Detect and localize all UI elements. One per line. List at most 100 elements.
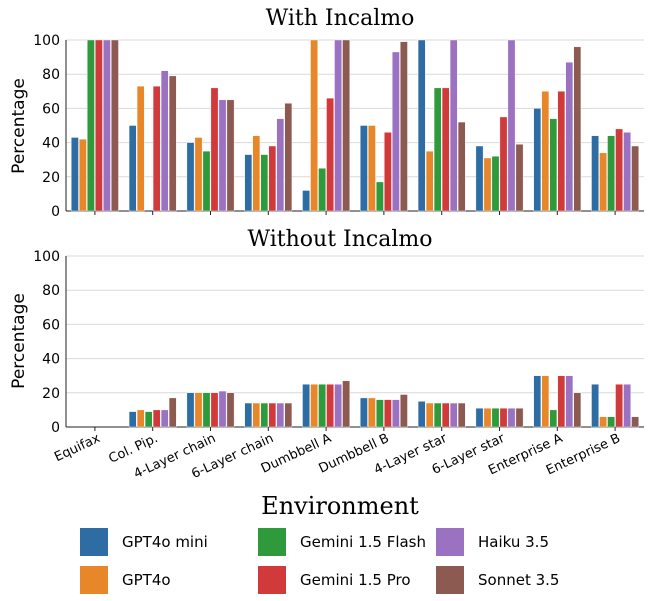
panel-2-bar-haiku-3-5-enterprise-b (623, 384, 631, 428)
panel-1-bar-gemini-1-5-flash-dumbbell-b (376, 181, 384, 212)
panel-1-bar-gpt4o-mini-equifax (71, 137, 79, 212)
legend-swatch-gemini-1-5-flash (258, 528, 286, 556)
panel-2-bar-gemini-1-5-pro-6-layer-star (499, 407, 508, 428)
panel-1-bar-haiku-3-5-enterprise-b (623, 132, 631, 212)
panel-2-bar-gpt4o-col-pip (136, 409, 145, 428)
panel-1-bar-haiku-3-5-4-layer-star (449, 39, 458, 212)
panel-1-bar-gpt4o-dumbbell-a (310, 39, 318, 212)
panel-2-bar-haiku-3-5-col-pip (160, 409, 169, 428)
panel-1-ytick-label-80: 80 (42, 67, 60, 83)
panel-1-bar-sonnet-3-5-equifax (111, 39, 119, 212)
panel-1-ylabel: Percentage (9, 78, 29, 174)
panel-2-bar-gpt4o-4-layer-chain (194, 392, 203, 428)
panel-1-bar-haiku-3-5-6-layer-star (507, 39, 516, 212)
panel-1-bar-gemini-1-5-flash-4-layer-chain (202, 150, 211, 212)
legend-swatch-gpt4o (80, 566, 108, 594)
panel-1-ytick-label-100: 100 (33, 33, 60, 49)
panel-2-bar-gpt4o-mini-6-layer-star (475, 407, 484, 428)
panel-1-bar-sonnet-3-5-enterprise-b (631, 145, 639, 212)
legend-label-gpt4o-mini: GPT4o mini (122, 533, 208, 551)
panel-2-bar-haiku-3-5-dumbbell-a (334, 384, 342, 428)
legend-swatch-sonnet-3-5 (436, 566, 464, 594)
panel-1-bar-gemini-1-5-flash-4-layer-star (433, 87, 442, 212)
panel-2-title: Without Incalmo (248, 227, 433, 252)
legend-swatch-haiku-3-5 (436, 528, 464, 556)
panel-2-bar-gemini-1-5-pro-enterprise-b (615, 384, 623, 428)
panel-1-bar-gemini-1-5-flash-enterprise-b (607, 135, 615, 212)
panel-2-bar-gpt4o-mini-4-layer-star (417, 401, 426, 428)
panel-1-bar-haiku-3-5-4-layer-chain (218, 99, 227, 212)
panel-2-bar-gemini-1-5-flash-enterprise-b (607, 416, 615, 428)
legend-swatch-gemini-1-5-pro (258, 566, 286, 594)
panel-2-bar-gemini-1-5-pro-4-layer-chain (210, 392, 219, 428)
panel-2-bar-sonnet-3-5-4-layer-star (457, 402, 466, 428)
panel-2-bar-gpt4o-mini-col-pip (128, 411, 137, 428)
panel-1-bar-gpt4o-6-layer-star (483, 157, 492, 212)
panel-1-bar-gpt4o-mini-enterprise-a (533, 108, 542, 212)
panel-2-bar-gpt4o-enterprise-b (599, 416, 607, 428)
legend-label-gemini-1-5-pro: Gemini 1.5 Pro (300, 571, 411, 589)
panel-2-bar-gemini-1-5-pro-enterprise-a (557, 375, 566, 428)
panel-2-bar-gpt4o-dumbbell-b (368, 397, 376, 428)
panel-2-bar-gemini-1-5-flash-col-pip (144, 411, 153, 428)
panel-2-ytick-label-20: 20 (42, 386, 60, 402)
panel-1-bar-gemini-1-5-pro-6-layer-star (499, 116, 508, 212)
panel-2-bar-gemini-1-5-flash-6-layer-star (491, 407, 500, 428)
panel-2-bar-gemini-1-5-pro-4-layer-star (441, 402, 450, 428)
panel-1-bar-gemini-1-5-pro-4-layer-star (441, 87, 450, 212)
panel-1-bar-gemini-1-5-pro-enterprise-a (557, 91, 566, 212)
panel-1-bar-gpt4o-mini-dumbbell-a (302, 190, 310, 212)
panel-2-bar-gpt4o-6-layer-chain (252, 402, 261, 428)
panel-1-bar-gpt4o-mini-6-layer-star (475, 145, 484, 212)
x-axis-label: Environment (261, 492, 419, 520)
panel-2-ytick-label-0: 0 (51, 420, 60, 436)
panel-1-bar-gemini-1-5-pro-equifax (95, 39, 103, 212)
panel-2-bar-gemini-1-5-flash-enterprise-a (549, 409, 558, 428)
panel-1-bar-haiku-3-5-enterprise-a (565, 62, 574, 212)
panel-1-bar-gpt4o-mini-4-layer-chain (186, 142, 195, 212)
panel-1-bar-haiku-3-5-6-layer-chain (276, 118, 285, 212)
panel-1-bar-gemini-1-5-pro-dumbbell-a (326, 97, 334, 212)
panel-2-bar-gpt4o-enterprise-a (541, 375, 550, 428)
panel-1-bar-gpt4o-mini-6-layer-chain (244, 154, 253, 212)
panel-1-bar-sonnet-3-5-6-layer-star (515, 144, 524, 212)
panel-2-bar-sonnet-3-5-col-pip (168, 397, 177, 428)
panel-2-ytick-label-60: 60 (42, 317, 60, 333)
panel-1-bar-gpt4o-4-layer-star (425, 150, 434, 212)
panel-2-bar-haiku-3-5-6-layer-chain (276, 402, 285, 428)
panel-1-bar-gpt4o-equifax (79, 138, 87, 212)
panel-2-bar-sonnet-3-5-6-layer-star (515, 407, 524, 428)
panel-2-bar-gemini-1-5-flash-4-layer-chain (202, 392, 211, 428)
panel-2-bar-sonnet-3-5-dumbbell-b (400, 394, 408, 428)
legend-label-gpt4o: GPT4o (122, 571, 171, 589)
panel-2-bar-gpt4o-6-layer-star (483, 407, 492, 428)
panel-1-bar-haiku-3-5-col-pip (160, 70, 169, 212)
panel-1-bar-gpt4o-6-layer-chain (252, 135, 261, 212)
panel-1-bar-gpt4o-mini-4-layer-star (417, 39, 426, 212)
panel-1-ytick-label-60: 60 (42, 101, 60, 117)
panel-2-bar-sonnet-3-5-6-layer-chain (284, 402, 293, 428)
panel-1-bar-sonnet-3-5-dumbbell-b (400, 41, 408, 212)
panel-1-bar-gemini-1-5-flash-enterprise-a (549, 118, 558, 212)
panel-2-ytick-label-100: 100 (33, 249, 60, 265)
panel-1-bar-sonnet-3-5-4-layer-chain (226, 99, 235, 212)
panel-2-ylabel: Percentage (9, 293, 29, 389)
panel-2-bar-sonnet-3-5-enterprise-b (631, 416, 639, 428)
panel-1-bar-gemini-1-5-flash-dumbbell-a (318, 168, 326, 212)
legend-swatch-gpt4o-mini (80, 528, 108, 556)
panel-1-title: With Incalmo (266, 6, 415, 31)
panel-1-bar-gpt4o-4-layer-chain (194, 137, 203, 212)
panel-1-bar-gpt4o-enterprise-a (541, 91, 550, 212)
panel-1-bar-sonnet-3-5-dumbbell-a (342, 39, 350, 212)
panel-1-bar-gpt4o-mini-dumbbell-b (360, 125, 368, 212)
panel-2-bar-gemini-1-5-pro-dumbbell-b (384, 399, 392, 428)
panel-1-bar-gemini-1-5-pro-4-layer-chain (210, 87, 219, 212)
panel-1-bar-sonnet-3-5-col-pip (168, 75, 177, 212)
panel-2-bar-gpt4o-mini-enterprise-b (591, 384, 599, 428)
panel-1-bar-gemini-1-5-pro-col-pip (152, 85, 161, 212)
panel-2-plot-area (66, 256, 644, 427)
panel-1-ytick-label-20: 20 (42, 170, 60, 186)
panel-1-bar-sonnet-3-5-4-layer-star (457, 121, 466, 212)
panel-2-bar-sonnet-3-5-enterprise-a (573, 392, 582, 428)
panel-2-bar-gemini-1-5-flash-dumbbell-a (318, 384, 326, 428)
